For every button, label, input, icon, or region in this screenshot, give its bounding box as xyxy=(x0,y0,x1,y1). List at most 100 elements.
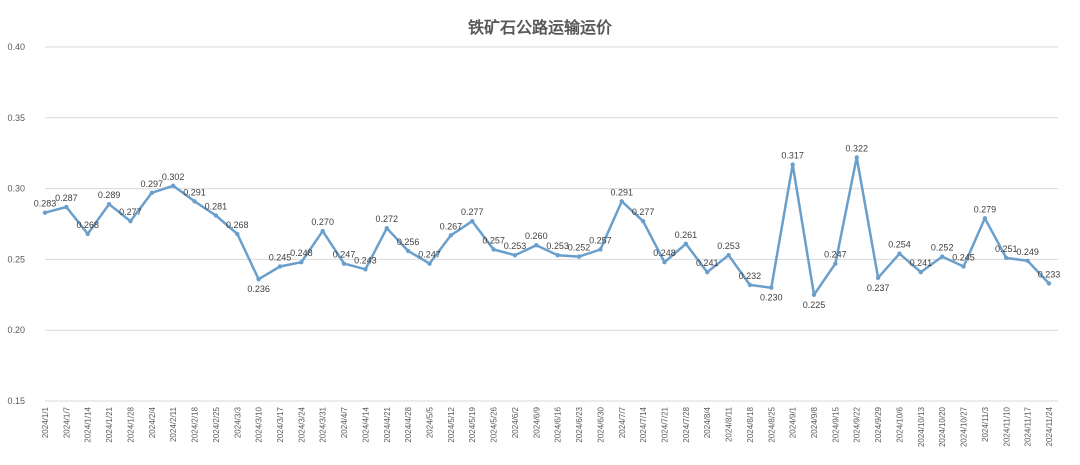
x-tick-label: 2024/9/29 xyxy=(874,406,883,442)
data-label: 0.297 xyxy=(141,179,164,189)
x-tick-label: 2024/6/16 xyxy=(554,406,563,442)
data-point xyxy=(961,264,966,269)
data-label: 0.245 xyxy=(952,252,975,262)
data-point xyxy=(662,260,667,265)
x-tick-label: 2024/3/3 xyxy=(233,406,242,438)
data-label: 0.270 xyxy=(311,217,334,227)
data-label: 0.268 xyxy=(76,220,99,230)
data-label: 0.251 xyxy=(995,244,1018,254)
data-point xyxy=(491,247,496,252)
data-label: 0.230 xyxy=(760,293,783,303)
data-label: 0.236 xyxy=(247,284,270,294)
data-point xyxy=(1046,281,1052,286)
data-label: 0.260 xyxy=(525,231,548,241)
y-tick-label: 0.30 xyxy=(7,184,25,194)
x-tick-label: 2024/3/17 xyxy=(276,406,285,442)
data-point xyxy=(747,282,753,288)
series-line xyxy=(44,156,1050,297)
data-point xyxy=(833,261,838,266)
data-label: 0.277 xyxy=(461,207,484,217)
data-label: 0.233 xyxy=(1038,269,1061,279)
data-point xyxy=(811,292,817,297)
data-label: 0.253 xyxy=(546,241,569,251)
x-tick-label: 2024/8/18 xyxy=(746,406,755,442)
x-tick-label: 2024/9/8 xyxy=(810,406,819,438)
x-tick-label: 2024/2/18 xyxy=(191,406,200,442)
data-point xyxy=(512,252,518,258)
data-label: 0.247 xyxy=(333,250,356,260)
y-tick-label: 0.25 xyxy=(7,254,25,264)
data-point xyxy=(149,190,155,196)
x-tick-label: 2024/5/5 xyxy=(426,406,435,438)
data-point xyxy=(192,199,197,204)
data-point xyxy=(170,183,176,188)
x-tick-label: 2024/3/24 xyxy=(297,406,306,442)
x-tick-label: 2024/2/11 xyxy=(169,406,178,442)
data-label: 0.268 xyxy=(226,220,249,230)
data-point xyxy=(64,204,69,210)
y-tick-label: 0.40 xyxy=(7,42,25,52)
data-label: 0.277 xyxy=(632,207,655,217)
data-point xyxy=(640,218,646,224)
x-tick-label: 2024/7/7 xyxy=(618,406,627,438)
x-tick-label: 2024/4/14 xyxy=(361,406,370,442)
x-tick-label: 2024/8/25 xyxy=(767,406,776,442)
data-label: 0.237 xyxy=(867,283,890,293)
data-point xyxy=(1004,255,1009,261)
data-label: 0.317 xyxy=(781,151,804,161)
data-label: 0.252 xyxy=(568,243,591,253)
y-tick-label: 0.35 xyxy=(7,113,25,123)
data-label: 0.225 xyxy=(803,300,826,310)
data-point xyxy=(918,269,924,275)
x-tick-label: 2024/7/14 xyxy=(639,406,648,442)
data-label: 0.254 xyxy=(888,240,911,250)
data-point xyxy=(619,199,624,204)
data-label: 0.267 xyxy=(440,221,463,231)
data-label: 0.256 xyxy=(397,237,420,247)
x-tick-label: 2024/6/23 xyxy=(575,406,584,442)
x-tick-label: 2024/6/30 xyxy=(596,406,605,442)
data-point xyxy=(341,261,347,266)
x-tick-label: 2024/2/25 xyxy=(212,406,221,442)
data-label: 0.253 xyxy=(717,241,740,251)
x-tick-label: 2024/4/28 xyxy=(404,406,413,442)
data-point xyxy=(470,218,475,224)
data-point xyxy=(1025,258,1030,264)
data-label: 0.257 xyxy=(482,235,505,245)
data-label: 0.241 xyxy=(696,258,719,268)
x-tick-label: 2024/3/31 xyxy=(319,406,328,442)
data-label: 0.247 xyxy=(824,250,847,260)
data-point xyxy=(897,251,902,256)
data-label: 0.291 xyxy=(611,187,634,197)
x-tick-label: 2024/10/6 xyxy=(895,406,904,442)
x-tick-label: 2024/1/21 xyxy=(105,406,114,442)
data-point xyxy=(854,155,859,160)
x-tick-label: 2024/6/2 xyxy=(511,406,520,438)
data-point xyxy=(448,233,454,238)
data-point xyxy=(235,231,240,237)
x-tick-label: 2024/7/21 xyxy=(660,406,669,442)
data-label: 0.322 xyxy=(845,143,868,153)
data-point xyxy=(576,254,582,259)
data-point xyxy=(726,252,731,258)
data-label: 0.247 xyxy=(418,250,441,260)
x-tick-label: 2024/9/1 xyxy=(789,406,798,438)
data-point xyxy=(427,261,432,266)
data-label: 0.279 xyxy=(974,204,997,214)
data-label: 0.232 xyxy=(739,271,762,281)
x-tick-label: 2024/4/21 xyxy=(383,406,392,442)
data-point xyxy=(213,213,219,218)
data-label: 0.289 xyxy=(98,190,121,200)
x-tick-label: 2024/3/10 xyxy=(255,406,264,442)
data-label: 0.245 xyxy=(269,252,292,262)
data-label: 0.281 xyxy=(205,202,228,212)
x-tick-label: 2024/1/28 xyxy=(126,406,135,442)
x-tick-label: 2024/7/28 xyxy=(682,406,691,442)
data-label: 0.302 xyxy=(162,172,185,182)
x-tick-label: 2024/10/27 xyxy=(960,406,969,447)
data-point xyxy=(299,260,304,265)
data-point xyxy=(790,162,795,167)
data-point xyxy=(320,228,325,234)
